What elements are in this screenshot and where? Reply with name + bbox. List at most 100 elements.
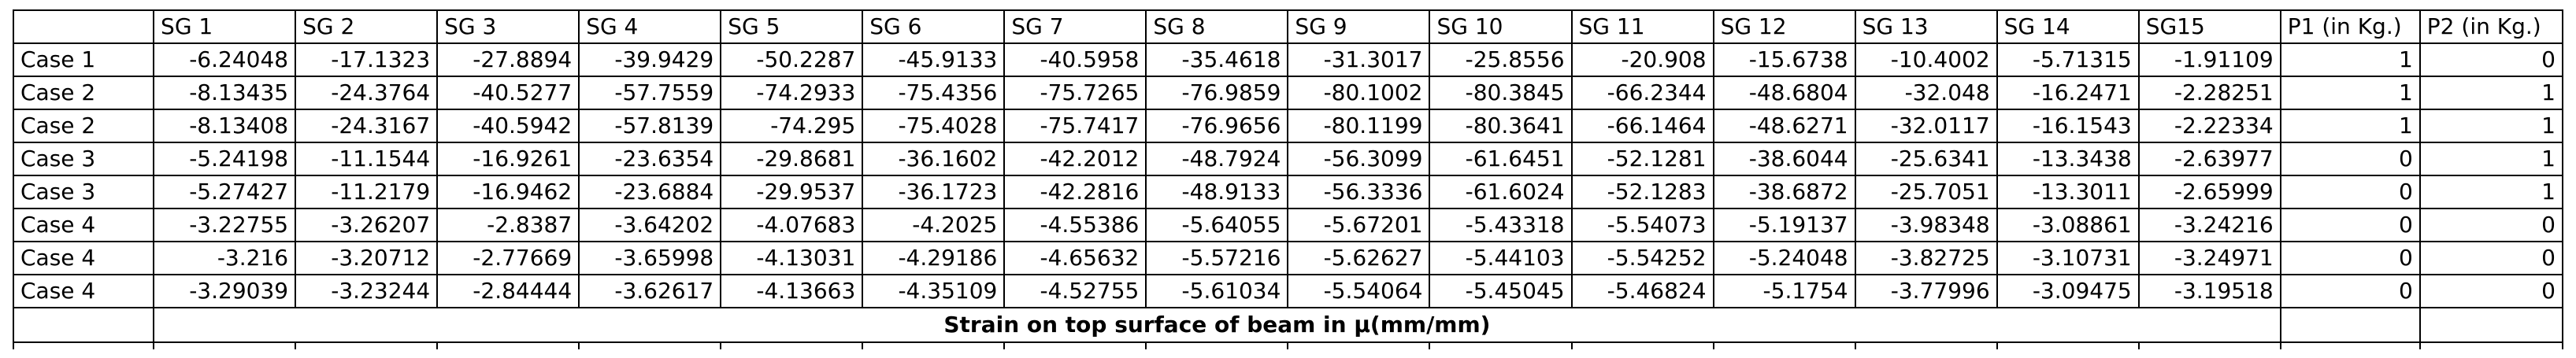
value-cell[interactable]: -3.29039: [153, 274, 297, 308]
value-cell[interactable]: -52.1283: [1570, 175, 1714, 209]
column-header[interactable]: SG 6: [862, 9, 1006, 44]
corner-cell[interactable]: [12, 9, 155, 44]
empty-cell[interactable]: [1854, 341, 1998, 349]
value-cell[interactable]: -80.3641: [1429, 109, 1573, 143]
value-cell[interactable]: -5.67201: [1287, 208, 1431, 242]
empty-cell[interactable]: [1712, 341, 1856, 349]
empty-cell[interactable]: [295, 341, 439, 349]
value-cell[interactable]: -16.9462: [436, 175, 580, 209]
value-cell[interactable]: 1: [2418, 175, 2564, 209]
empty-cell[interactable]: [1996, 341, 2140, 349]
value-cell[interactable]: -3.62617: [578, 274, 722, 308]
value-cell[interactable]: -40.5942: [436, 109, 580, 143]
value-cell[interactable]: -76.9859: [1145, 76, 1289, 110]
empty-cell[interactable]: [862, 341, 1006, 349]
value-cell[interactable]: -50.2287: [720, 42, 864, 77]
value-cell[interactable]: -6.24048: [153, 42, 297, 77]
row-label-cell[interactable]: Case 4: [12, 274, 155, 308]
value-cell[interactable]: -8.13435: [153, 76, 297, 110]
value-cell[interactable]: -5.43318: [1429, 208, 1573, 242]
value-cell[interactable]: -5.46824: [1570, 274, 1714, 308]
column-header[interactable]: SG 9: [1287, 9, 1431, 44]
value-cell[interactable]: -5.54064: [1287, 274, 1431, 308]
value-cell[interactable]: -5.57216: [1145, 241, 1289, 275]
column-header[interactable]: SG 10: [1429, 9, 1573, 44]
value-cell[interactable]: -3.19518: [2137, 274, 2281, 308]
value-cell[interactable]: -5.24198: [153, 142, 297, 176]
value-cell[interactable]: -4.52755: [1003, 274, 1147, 308]
empty-cell[interactable]: [2137, 341, 2281, 349]
row-label-cell[interactable]: Case 4: [12, 241, 155, 275]
value-cell[interactable]: -57.8139: [578, 109, 722, 143]
value-cell[interactable]: -61.6451: [1429, 142, 1573, 176]
value-cell[interactable]: -80.1199: [1287, 109, 1431, 143]
value-cell[interactable]: -4.2025: [862, 208, 1006, 242]
empty-cell[interactable]: [436, 341, 580, 349]
row-label-cell[interactable]: Case 3: [12, 175, 155, 209]
value-cell[interactable]: 1: [2279, 109, 2421, 143]
empty-cell[interactable]: [1145, 341, 1289, 349]
value-cell[interactable]: -5.19137: [1712, 208, 1856, 242]
value-cell[interactable]: -5.54252: [1570, 241, 1714, 275]
column-header[interactable]: SG 2: [295, 9, 439, 44]
value-cell[interactable]: -3.24216: [2137, 208, 2281, 242]
value-cell[interactable]: -75.7265: [1003, 76, 1147, 110]
row-label-cell[interactable]: Case 4: [12, 208, 155, 242]
column-header[interactable]: SG 12: [1712, 9, 1856, 44]
value-cell[interactable]: -3.24971: [2137, 241, 2281, 275]
value-cell[interactable]: -3.82725: [1854, 241, 1998, 275]
column-header[interactable]: SG 11: [1570, 9, 1714, 44]
value-cell[interactable]: -1.91109: [2137, 42, 2281, 77]
value-cell[interactable]: 0: [2418, 274, 2564, 308]
value-cell[interactable]: -3.216: [153, 241, 297, 275]
value-cell[interactable]: -4.07683: [720, 208, 864, 242]
value-cell[interactable]: -4.13663: [720, 274, 864, 308]
value-cell[interactable]: -3.09475: [1996, 274, 2140, 308]
empty-cell[interactable]: [2279, 341, 2421, 349]
value-cell[interactable]: -2.77669: [436, 241, 580, 275]
footer-empty-cell[interactable]: [12, 307, 155, 343]
value-cell[interactable]: -38.6872: [1712, 175, 1856, 209]
value-cell[interactable]: -3.10731: [1996, 241, 2140, 275]
value-cell[interactable]: 0: [2279, 208, 2421, 242]
value-cell[interactable]: -39.9429: [578, 42, 722, 77]
value-cell[interactable]: -80.1002: [1287, 76, 1431, 110]
value-cell[interactable]: -35.4618: [1145, 42, 1289, 77]
value-cell[interactable]: -5.44103: [1429, 241, 1573, 275]
value-cell[interactable]: -10.4002: [1854, 42, 1998, 77]
value-cell[interactable]: -66.1464: [1570, 109, 1714, 143]
value-cell[interactable]: -5.54073: [1570, 208, 1714, 242]
value-cell[interactable]: -45.9133: [862, 42, 1006, 77]
row-label-cell[interactable]: Case 1: [12, 42, 155, 77]
value-cell[interactable]: -11.1544: [295, 142, 439, 176]
value-cell[interactable]: 1: [2418, 109, 2564, 143]
value-cell[interactable]: 0: [2279, 241, 2421, 275]
value-cell[interactable]: -56.3099: [1287, 142, 1431, 176]
value-cell[interactable]: -74.2933: [720, 76, 864, 110]
value-cell[interactable]: -24.3764: [295, 76, 439, 110]
value-cell[interactable]: -48.9133: [1145, 175, 1289, 209]
value-cell[interactable]: -40.5277: [436, 76, 580, 110]
value-cell[interactable]: 0: [2279, 274, 2421, 308]
value-cell[interactable]: -4.65632: [1003, 241, 1147, 275]
value-cell[interactable]: -3.65998: [578, 241, 722, 275]
value-cell[interactable]: -2.8387: [436, 208, 580, 242]
value-cell[interactable]: -2.63977: [2137, 142, 2281, 176]
value-cell[interactable]: -3.22755: [153, 208, 297, 242]
value-cell[interactable]: -8.13408: [153, 109, 297, 143]
column-header[interactable]: P2 (in Kg.): [2418, 9, 2564, 44]
column-header[interactable]: SG 5: [720, 9, 864, 44]
value-cell[interactable]: -3.77996: [1854, 274, 1998, 308]
value-cell[interactable]: -66.2344: [1570, 76, 1714, 110]
value-cell[interactable]: -42.2012: [1003, 142, 1147, 176]
value-cell[interactable]: -2.84444: [436, 274, 580, 308]
column-header[interactable]: SG15: [2137, 9, 2281, 44]
value-cell[interactable]: -5.27427: [153, 175, 297, 209]
value-cell[interactable]: -3.23244: [295, 274, 439, 308]
footer-empty-cell[interactable]: [2418, 307, 2564, 343]
value-cell[interactable]: -29.8681: [720, 142, 864, 176]
value-cell[interactable]: -36.1602: [862, 142, 1006, 176]
empty-cell[interactable]: [12, 341, 155, 349]
empty-cell[interactable]: [153, 341, 297, 349]
value-cell[interactable]: -36.1723: [862, 175, 1006, 209]
